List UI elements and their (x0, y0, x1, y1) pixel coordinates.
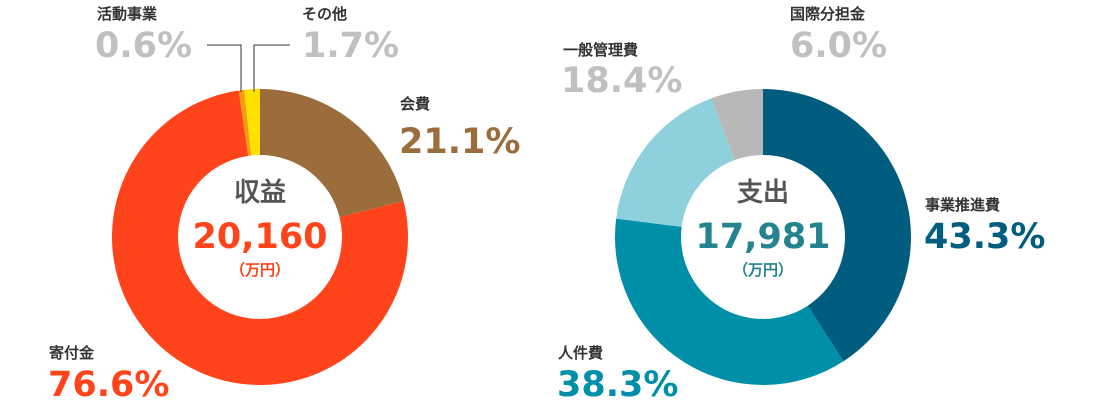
expense-donut: 支出 17,981 （万円） 一般管理費 18.4% 国際分担金 6.0% 事業… (557, 5, 1045, 405)
slice-international-dues (711, 89, 763, 161)
income-center-unit: （万円） (230, 261, 290, 279)
leader-line-other (253, 44, 290, 92)
pct-project-promotion: 43.3% (924, 217, 1045, 257)
label-international-dues: 国際分担金 (790, 5, 866, 23)
pct-international-dues: 6.0% (790, 26, 887, 66)
pct-membership-fee: 21.1% (399, 122, 520, 162)
pct-activity-business: 0.6% (95, 26, 192, 66)
label-membership-fee: 会費 (400, 95, 430, 113)
income-center-title: 収益 (234, 178, 286, 208)
slice-membership-fee (260, 89, 404, 218)
pct-personnel: 38.3% (557, 365, 678, 405)
slice-donations (111, 90, 408, 386)
label-donations: 寄付金 (49, 344, 95, 362)
income-donut: 収益 20,160 （万円） 活動事業 0.6% その他 1.7% 会費 21.… (48, 5, 520, 405)
leader-line-activity (207, 44, 242, 92)
label-activity-business: 活動事業 (97, 5, 158, 23)
pct-donations: 76.6% (48, 365, 169, 405)
slice-other (244, 89, 260, 156)
label-project-promotion: 事業推進費 (925, 196, 1000, 214)
slice-general-admin (616, 98, 735, 227)
expense-center-title: 支出 (737, 178, 789, 208)
label-other: その他 (302, 5, 347, 23)
expense-center-value: 17,981 (695, 217, 830, 257)
expense-center-unit: （万円） (733, 261, 793, 279)
pct-other: 1.7% (302, 26, 399, 66)
income-center-value: 20,160 (192, 217, 327, 257)
pct-general-admin: 18.4% (561, 61, 682, 101)
slice-personnel (615, 218, 844, 385)
label-personnel: 人件費 (558, 344, 603, 362)
slice-project-promotion (763, 89, 911, 362)
slice-activity-business (238, 89, 252, 156)
label-general-admin: 一般管理費 (563, 41, 638, 59)
